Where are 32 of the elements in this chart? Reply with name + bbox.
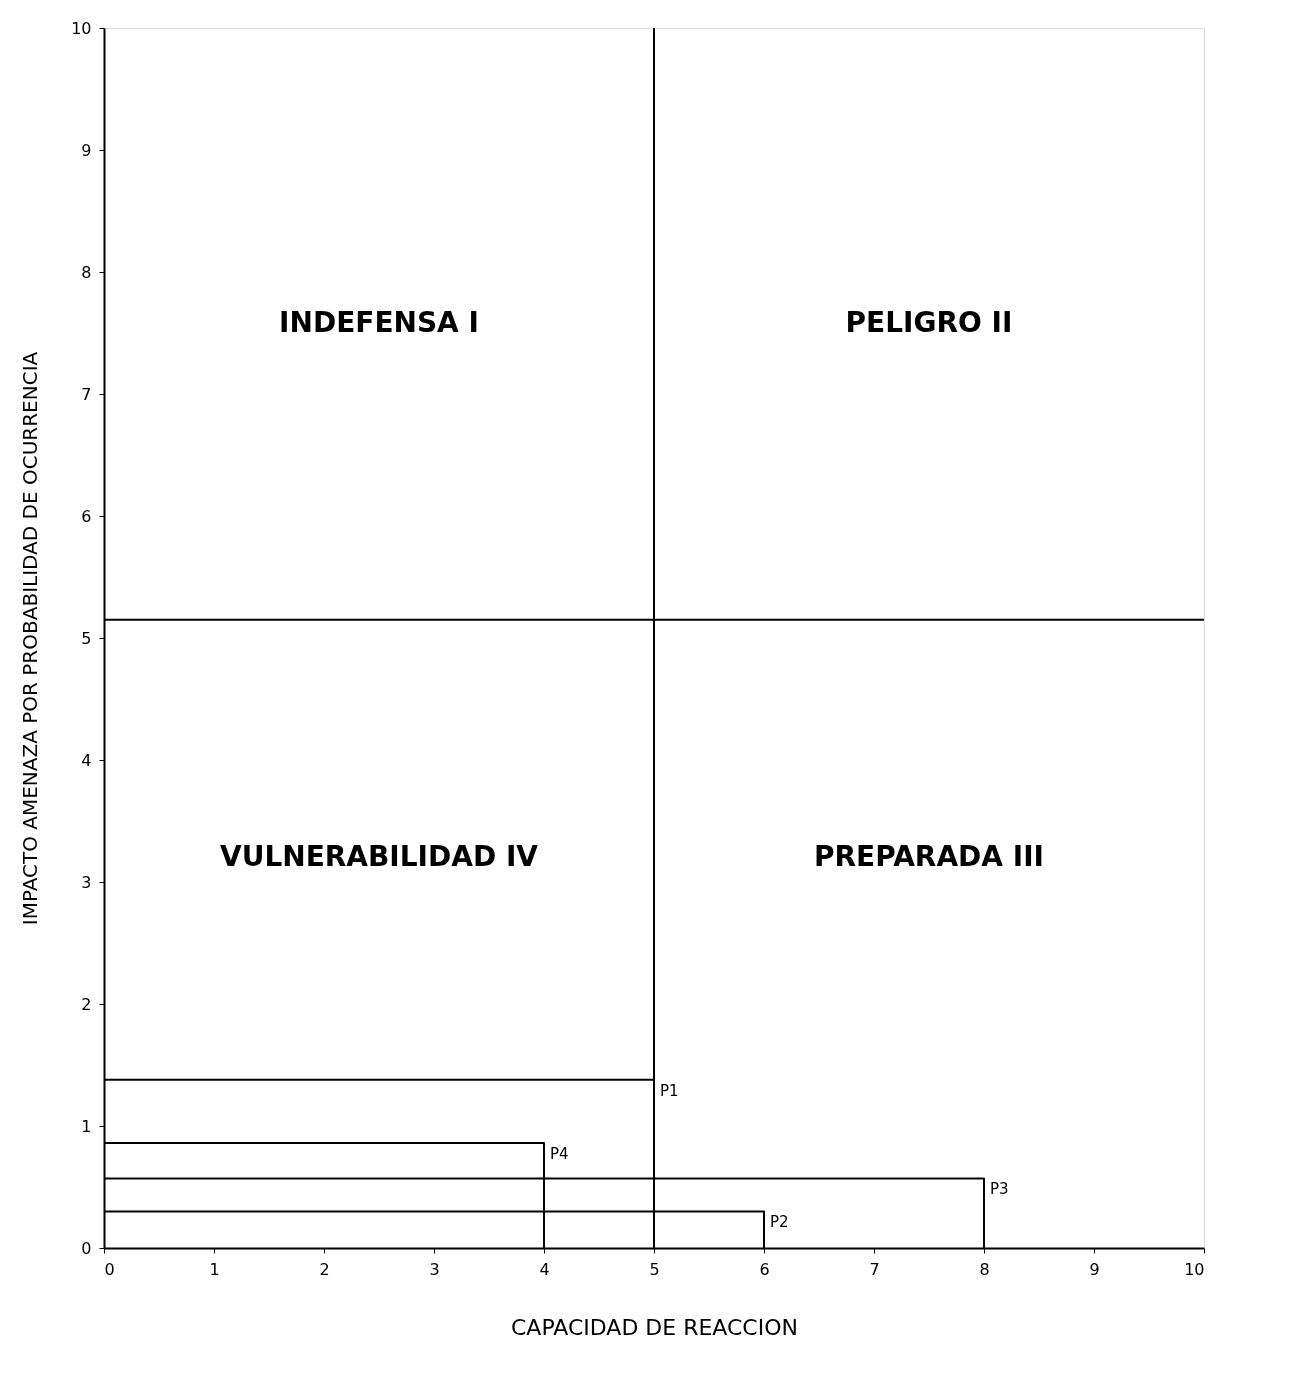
annotation: PELIGRO II bbox=[845, 305, 1013, 339]
annotation: PREPARADA III bbox=[814, 840, 1044, 874]
y-tick-label: 10 bbox=[71, 18, 92, 38]
x-tick-label: 2 bbox=[319, 1259, 330, 1279]
y-tick-label: 3 bbox=[81, 872, 92, 892]
series-label: P1 bbox=[660, 1081, 679, 1100]
x-tick-label: 1 bbox=[209, 1259, 220, 1279]
y-tick-label: 8 bbox=[81, 262, 92, 282]
x-tick-label: 4 bbox=[539, 1259, 550, 1279]
y-tick-label: 9 bbox=[81, 140, 92, 160]
y-tick-label: 2 bbox=[81, 994, 92, 1014]
x-tick-label: 10 bbox=[1184, 1259, 1205, 1279]
x-tick-label: 5 bbox=[649, 1259, 660, 1279]
x-tick-label: 3 bbox=[429, 1259, 440, 1279]
y-tick-label: 1 bbox=[81, 1116, 92, 1136]
x-tick-label: 0 bbox=[104, 1259, 115, 1279]
x-axis-title: CAPACIDAD DE REACCION bbox=[511, 1314, 798, 1340]
series-label: P4 bbox=[550, 1145, 569, 1164]
series-label: P2 bbox=[770, 1213, 789, 1232]
x-tick-label: 6 bbox=[759, 1259, 770, 1279]
y-tick-label: 6 bbox=[81, 506, 92, 526]
y-tick-label: 5 bbox=[81, 628, 92, 648]
series-label: P3 bbox=[990, 1180, 1009, 1199]
y-tick-label: 7 bbox=[81, 384, 92, 404]
y-tick-label: 0 bbox=[81, 1238, 92, 1258]
annotation: INDEFENSA I bbox=[279, 305, 479, 339]
annotation: VULNERABILIDAD IV bbox=[219, 840, 539, 874]
x-tick-label: 8 bbox=[979, 1259, 990, 1279]
y-axis-title: IMPACTO AMENAZA POR PROBABILIDAD DE OCURRENCIA bbox=[18, 351, 43, 926]
x-tick-label: 7 bbox=[869, 1259, 880, 1279]
x-tick-label: 9 bbox=[1089, 1259, 1100, 1279]
y-tick-label: 4 bbox=[81, 750, 92, 770]
